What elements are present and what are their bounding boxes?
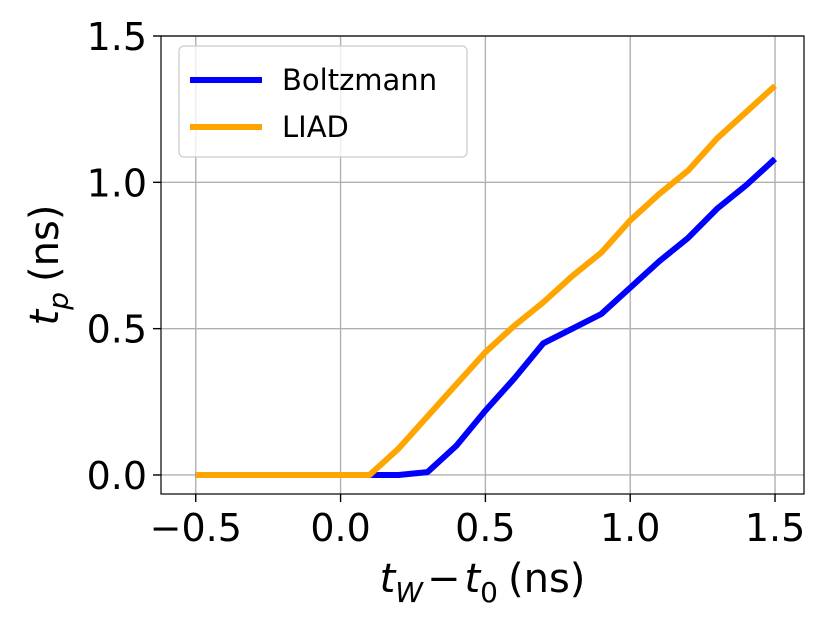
- x-tick-label: 0.0: [310, 506, 370, 550]
- y-axis-label: tp(ns): [22, 205, 75, 326]
- legend-label-liad: LIAD: [282, 110, 349, 144]
- axis-ticks: −0.5 0.0 0.5 1.0 1.50.00.51.01.5: [87, 15, 806, 550]
- y-tick-label: 1.0: [87, 161, 147, 205]
- legend-label-boltzmann: Boltzmann: [282, 63, 437, 97]
- x-tick-label: 1.5: [745, 506, 805, 550]
- x-tick-label: 1.0: [600, 506, 660, 550]
- x-tick-label: 0.5: [455, 506, 515, 550]
- y-tick-label: 0.5: [87, 308, 147, 352]
- x-tick-label: −0.5: [150, 506, 242, 550]
- plot-frame: [160, 35, 805, 495]
- legend: Boltzmann LIAD: [178, 45, 468, 158]
- x-axis-label: tW − t0 (ns): [380, 556, 586, 609]
- y-tick-label: 0.0: [87, 454, 147, 498]
- series-lines: [195, 83, 778, 478]
- series-line-liad: [195, 83, 778, 478]
- y-tick-label: 1.5: [87, 15, 147, 59]
